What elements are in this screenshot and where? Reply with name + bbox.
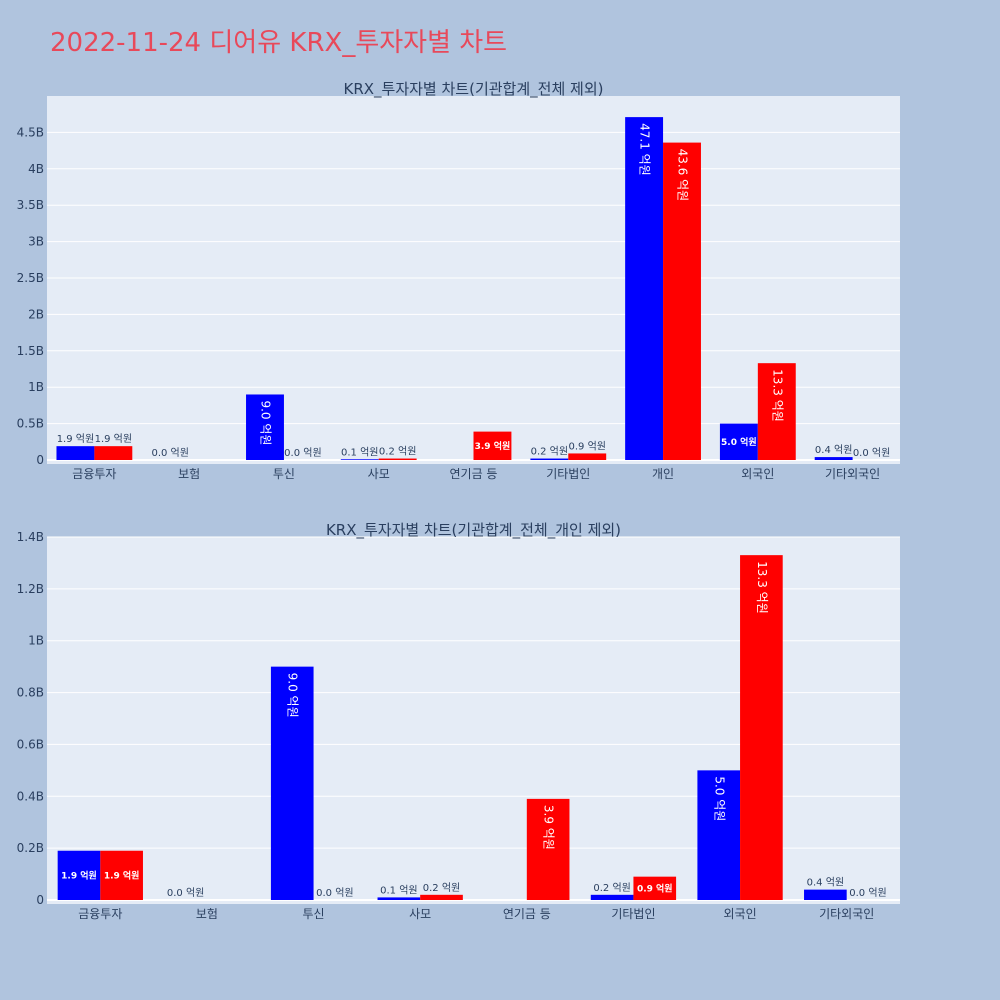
x-tick-label: 기타법인 bbox=[546, 467, 590, 481]
y-tick-label: 0.6B bbox=[17, 737, 44, 751]
bar bbox=[56, 446, 95, 460]
data-label: 13.3 억원 bbox=[755, 561, 769, 614]
page-title: 2022-11-24 디어유 KRX_투자자별 차트 bbox=[50, 28, 508, 58]
data-label: 1.9 억원 bbox=[61, 869, 97, 881]
data-label: 9.0 억원 bbox=[258, 400, 272, 445]
bar bbox=[633, 876, 677, 900]
data-label: 0.1 억원 bbox=[380, 884, 417, 896]
x-tick-label: 투신 bbox=[303, 907, 325, 921]
data-label: 5.0 억원 bbox=[712, 776, 726, 821]
bar bbox=[719, 423, 758, 460]
y-tick-label: 0.2B bbox=[17, 841, 44, 855]
y-tick-label: 0 bbox=[36, 453, 44, 467]
chart-title: KRX_투자자별 차트(기관합계_전체_개인 제외) bbox=[326, 521, 621, 540]
y-tick-label: 2.5B bbox=[17, 271, 44, 285]
x-tick-label: 금융투자 bbox=[78, 907, 122, 921]
bar bbox=[94, 446, 133, 460]
bar bbox=[697, 770, 741, 900]
data-label: 0.1 억원 bbox=[341, 446, 378, 458]
x-tick-label: 연기금 등 bbox=[503, 907, 551, 921]
data-label: 0.2 억원 bbox=[593, 882, 630, 894]
data-label: 0.0 억원 bbox=[284, 447, 321, 459]
chart-title: KRX_투자자별 차트(기관합계_전체 제외) bbox=[344, 80, 604, 99]
y-tick-label: 4.5B bbox=[17, 125, 44, 139]
y-tick-label: 0.5B bbox=[17, 417, 44, 431]
data-label: 43.6 억원 bbox=[676, 149, 690, 202]
bar bbox=[473, 431, 512, 460]
y-tick-label: 3.5B bbox=[17, 198, 44, 212]
y-tick-label: 1B bbox=[28, 380, 44, 394]
y-tick-label: 0 bbox=[36, 893, 44, 907]
y-tick-label: 2B bbox=[28, 307, 44, 321]
x-tick-label: 외국인 bbox=[741, 467, 774, 481]
bar bbox=[814, 457, 853, 460]
bar bbox=[57, 850, 101, 900]
x-tick-label: 금융투자 bbox=[72, 467, 116, 481]
y-tick-label: 1B bbox=[28, 634, 44, 648]
data-label: 1.9 억원 bbox=[104, 869, 140, 881]
data-label: 0.0 억원 bbox=[853, 447, 890, 459]
bar bbox=[804, 889, 847, 900]
y-tick-label: 3B bbox=[28, 235, 44, 249]
x-tick-label: 보험 bbox=[196, 907, 218, 921]
chart-top: 0 0.5B 1B 1.5B 2B 2.5B 3B 3.5B 4B 4.5B KRX_투자자별 차트… bbox=[17, 80, 900, 481]
y-tick-label: 1.5B bbox=[17, 344, 44, 358]
data-label: 47.1 억원 bbox=[638, 123, 652, 176]
data-label: 0.4 억원 bbox=[807, 877, 844, 889]
bar bbox=[378, 458, 417, 460]
x-tick-label: 외국인 bbox=[724, 907, 757, 921]
bar bbox=[590, 894, 634, 900]
bar bbox=[757, 363, 796, 460]
bar bbox=[340, 459, 379, 460]
bar bbox=[420, 894, 463, 900]
data-label: 3.9 억원 bbox=[542, 805, 556, 850]
bar bbox=[526, 798, 570, 900]
data-label: 1.9 억원 bbox=[57, 433, 94, 445]
data-label: 0.9 억원 bbox=[637, 882, 673, 894]
data-label: 1.9 억원 bbox=[95, 433, 132, 445]
bar bbox=[663, 142, 701, 461]
data-label: 0.2 억원 bbox=[531, 446, 568, 458]
bar bbox=[100, 850, 143, 900]
data-label: 0.0 억원 bbox=[849, 887, 886, 899]
data-label: 0.0 억원 bbox=[167, 887, 204, 899]
data-label: 3.9 억원 bbox=[475, 440, 511, 452]
bar bbox=[625, 117, 664, 460]
bar bbox=[377, 897, 421, 900]
y-tick-label: 0.8B bbox=[17, 686, 44, 700]
data-label: 0.2 억원 bbox=[423, 882, 460, 894]
x-tick-label: 보험 bbox=[178, 467, 200, 481]
data-label: 9.0 억원 bbox=[286, 673, 300, 718]
data-label: 5.0 억원 bbox=[721, 436, 757, 448]
bar bbox=[568, 453, 607, 460]
data-label: 0.4 억원 bbox=[815, 444, 852, 456]
y-tick-label: 1.4B bbox=[17, 530, 44, 544]
x-tick-label: 사모 bbox=[409, 907, 431, 921]
x-tick-label: 기타법인 bbox=[611, 907, 655, 921]
data-label: 0.0 억원 bbox=[151, 447, 188, 459]
bar bbox=[530, 458, 569, 460]
x-tick-label: 기타외국인 bbox=[825, 467, 880, 481]
data-label: 0.2 억원 bbox=[379, 446, 416, 458]
bar bbox=[740, 555, 783, 900]
chart-bottom: 0 0.2B 0.4B 0.6B 0.8B 1B 1.2B 1.4B KRX_투자자별 차트(기… bbox=[17, 521, 900, 921]
bar bbox=[270, 666, 314, 900]
data-label: 0.9 억원 bbox=[568, 440, 605, 452]
y-tick-label: 1.2B bbox=[17, 582, 44, 596]
x-tick-label: 연기금 등 bbox=[450, 467, 498, 481]
x-tick-label: 개인 bbox=[652, 467, 674, 481]
y-tick-label: 4B bbox=[28, 162, 44, 176]
x-tick-label: 사모 bbox=[368, 467, 390, 481]
data-label: 13.3 억원 bbox=[770, 369, 784, 422]
x-tick-label: 기타외국인 bbox=[819, 907, 874, 921]
bar bbox=[246, 394, 284, 460]
x-tick-label: 투신 bbox=[273, 467, 295, 481]
data-label: 0.0 억원 bbox=[316, 887, 353, 899]
y-tick-label: 0.4B bbox=[17, 789, 44, 803]
